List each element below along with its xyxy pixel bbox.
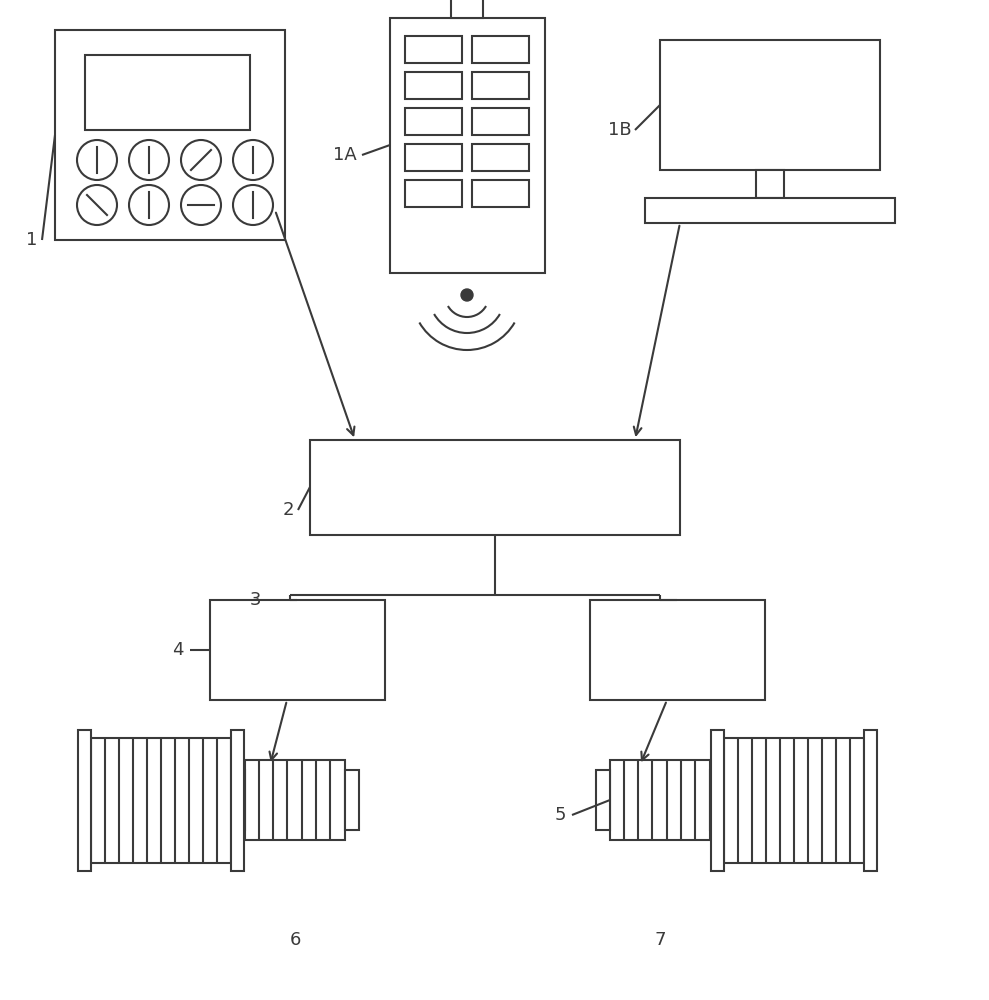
Bar [472,72,529,99]
Bar [472,144,529,171]
Bar [231,770,245,830]
Bar [724,738,864,863]
Bar [405,144,462,171]
Bar [85,55,250,130]
Bar [245,760,345,840]
Bar [645,198,895,223]
Bar [590,600,765,700]
Bar [78,730,91,871]
Bar [756,170,784,198]
Bar [451,0,483,18]
Bar [405,36,462,63]
Bar [405,72,462,99]
Bar [596,770,610,830]
Bar [405,108,462,135]
Text: 4: 4 [172,641,184,659]
Text: 1A: 1A [333,146,357,164]
Bar [210,600,385,700]
Bar [864,730,877,871]
Bar [660,40,880,170]
Text: 6: 6 [290,931,301,949]
Bar [390,18,545,273]
Text: 7: 7 [655,931,666,949]
Bar [91,738,231,863]
Bar [310,440,680,535]
Text: 1B: 1B [608,121,632,139]
Text: 3: 3 [249,591,261,609]
Text: 5: 5 [554,806,566,824]
Circle shape [461,289,473,301]
Bar [472,108,529,135]
Text: 2: 2 [282,501,294,519]
Bar [231,730,244,871]
Bar [55,30,285,240]
Bar [472,180,529,207]
Text: 1: 1 [27,231,38,249]
Bar [472,36,529,63]
Bar [610,760,710,840]
Bar [710,770,724,830]
Bar [405,180,462,207]
Bar [345,770,359,830]
Bar [711,730,724,871]
